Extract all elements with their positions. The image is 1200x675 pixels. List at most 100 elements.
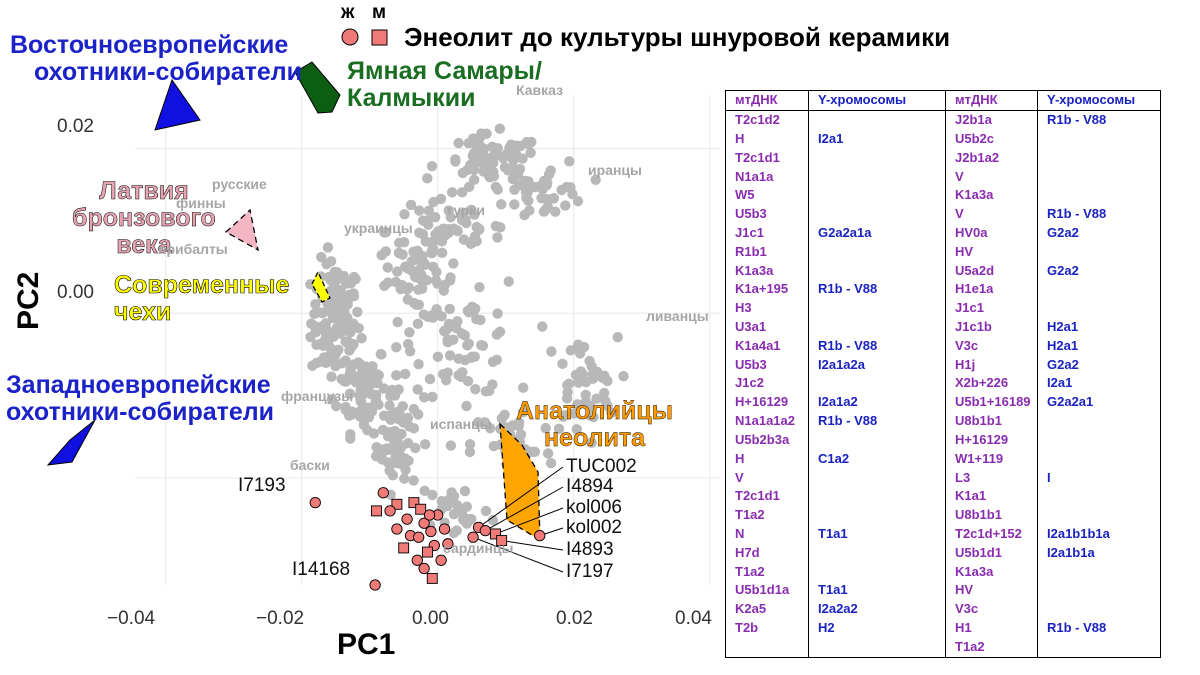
table-row: U5b3 I2a1a2a H1j G2a2 xyxy=(726,355,1161,375)
background-point xyxy=(379,280,390,292)
ehg-label: Восточноевропейские охотники-собиратели xyxy=(10,31,303,86)
sample-point xyxy=(384,505,396,517)
y-chromosome-cell xyxy=(1037,412,1161,431)
sample-point xyxy=(418,517,430,529)
background-point xyxy=(338,318,349,329)
table-row: T1a2 U8b1b1 xyxy=(726,506,1161,525)
background-point xyxy=(590,174,601,185)
background-point xyxy=(379,227,390,238)
background-point xyxy=(598,387,610,399)
x-tick-label: 0.02 xyxy=(556,608,593,629)
background-point xyxy=(494,326,506,338)
background-point xyxy=(461,400,472,412)
group-polygons xyxy=(46,61,541,542)
mtdna-cell: U5b2b3a xyxy=(735,431,790,447)
background-point xyxy=(523,138,535,150)
background-point xyxy=(352,306,363,318)
y-chromosome-cell: I2a2a2 xyxy=(808,600,946,619)
background-point xyxy=(558,411,569,422)
background-point xyxy=(360,361,372,372)
background-point xyxy=(430,275,442,286)
background-point xyxy=(446,487,457,498)
mtdna-cell: R1b1 xyxy=(735,243,767,259)
background-point xyxy=(509,199,520,210)
background-point xyxy=(542,448,554,459)
background-point xyxy=(422,215,433,226)
mtdna-cell: T2c1d1 xyxy=(735,149,780,165)
background-point xyxy=(474,282,485,293)
table-row: K1a4a1 R1b - V88 V3c H2a1 xyxy=(726,336,1161,356)
background-point xyxy=(402,412,414,424)
background-point xyxy=(505,139,517,150)
y-chromosome-cell xyxy=(808,430,946,450)
background-point xyxy=(481,152,492,163)
background-point xyxy=(414,227,425,238)
sample-point-kol006 xyxy=(490,528,501,540)
background-point xyxy=(392,406,403,417)
mtdna-cell: H+16129 xyxy=(945,430,1038,450)
background-point xyxy=(378,383,389,394)
table-row: N1a1a V xyxy=(726,167,1161,187)
background-point xyxy=(432,351,444,362)
background-point xyxy=(453,137,464,149)
header-mtdna: мтДНК xyxy=(945,90,1038,111)
background-point xyxy=(550,206,561,217)
y-chromosome-cell xyxy=(1037,449,1161,469)
background-point xyxy=(427,489,438,501)
mtdna-cell: T2c1d2 xyxy=(735,112,780,128)
background-point xyxy=(480,386,492,397)
sample-point xyxy=(371,505,382,517)
header-y: Y-хромосомы xyxy=(1037,90,1161,111)
y-chromosome-cell: I2a1 xyxy=(1037,374,1161,394)
whg-label: Западноевропейские охотники-собиратели xyxy=(6,371,275,426)
background-point xyxy=(419,392,430,403)
background-point xyxy=(394,458,406,469)
sample-point xyxy=(401,513,413,525)
sample-leader-lines xyxy=(472,466,564,573)
background-point xyxy=(445,272,456,283)
background-point xyxy=(362,425,373,436)
y-tick-label: 0.00 xyxy=(57,282,94,303)
background-point xyxy=(348,288,359,299)
background-point xyxy=(487,356,499,367)
background-point xyxy=(356,333,367,344)
sample-point xyxy=(423,509,436,521)
table-row: J1c2 X2b+226 I2a1 xyxy=(726,374,1161,394)
background-point xyxy=(363,411,375,423)
y-chromosome-cell xyxy=(808,299,946,318)
background-point xyxy=(538,206,550,217)
mtdna-cell: HV xyxy=(945,242,1038,262)
background-point xyxy=(436,311,447,322)
background-point xyxy=(537,321,548,332)
background-point xyxy=(494,123,506,134)
background-point xyxy=(477,340,489,351)
y-chromosome-cell: T1a1 xyxy=(808,581,946,601)
y-chromosome-cell xyxy=(808,468,946,488)
background-point xyxy=(402,338,414,350)
background-point xyxy=(329,266,340,278)
background-point xyxy=(529,181,540,193)
table-row: T2c1d1 J2b1a2 xyxy=(726,148,1161,168)
background-point xyxy=(584,400,596,412)
y-chromosome-cell xyxy=(1037,129,1161,149)
mtdna-cell: U5b1d1a xyxy=(735,582,790,598)
background-point xyxy=(395,283,406,295)
y-chromosome-cell xyxy=(1037,637,1161,658)
background-point xyxy=(424,373,436,385)
pop-label-ukrainians: украинцы xyxy=(344,220,413,236)
sample-point-I7193 xyxy=(309,496,321,509)
pop-label-spanish: испанцы xyxy=(430,416,492,432)
background-point xyxy=(346,341,357,353)
sample-label-I7197: I7197 xyxy=(566,561,614,582)
mtdna-cell: K1a4a1 xyxy=(735,337,781,353)
header-y: Y-хромосомы xyxy=(808,90,946,111)
y-chromosome-cell xyxy=(1037,562,1161,582)
background-point xyxy=(408,297,420,309)
background-point xyxy=(492,149,503,161)
pop-label-sardinians: сардинцы xyxy=(443,540,514,556)
y-chromosome-cell xyxy=(1037,581,1161,601)
background-point xyxy=(310,299,321,310)
y-tick-label: 0.02 xyxy=(57,116,94,137)
background-point xyxy=(450,154,461,165)
y-chromosome-cell: G2a2 xyxy=(1037,355,1161,375)
